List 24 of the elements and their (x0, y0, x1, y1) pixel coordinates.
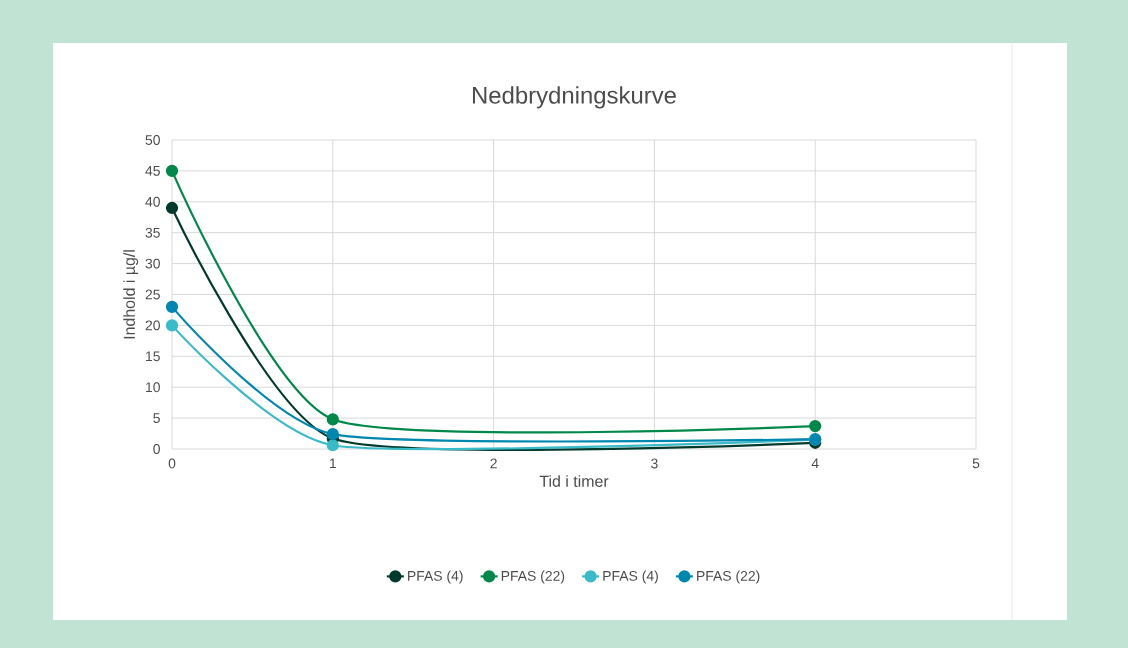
x-tick-label: 3 (651, 458, 658, 469)
y-tick-label: 35 (145, 227, 160, 238)
legend-label: PFAS (4) (408, 570, 463, 584)
chart-title: Nedbrydningskurve (472, 86, 676, 109)
legend-label: PFAS (22) (501, 570, 565, 584)
y-tick-label: 5 (153, 413, 160, 423)
x-tick-label: 1 (329, 458, 337, 469)
legend-label: PFAS (22) (697, 570, 760, 584)
x-tick-label: 0 (168, 458, 176, 469)
y-tick-label: 0 (153, 444, 160, 454)
x-tick-label: 5 (972, 458, 980, 469)
x-tick-label: 4 (811, 458, 819, 469)
y-axis-title: Indhold i µg/l (123, 250, 139, 339)
y-tick-label: 15 (146, 351, 160, 362)
y-tick-label: 10 (146, 382, 160, 393)
legend-label: PFAS (4) (603, 570, 658, 584)
y-tick-label: 40 (145, 196, 160, 207)
x-axis-title: Tid i timer (539, 475, 609, 487)
y-tick-label: 25 (145, 289, 160, 300)
y-tick-label: 20 (145, 320, 160, 331)
y-tick-label: 45 (145, 166, 160, 176)
x-tick-label: 2 (490, 458, 497, 469)
y-tick-label: 50 (145, 135, 160, 145)
y-tick-label: 30 (145, 258, 160, 269)
